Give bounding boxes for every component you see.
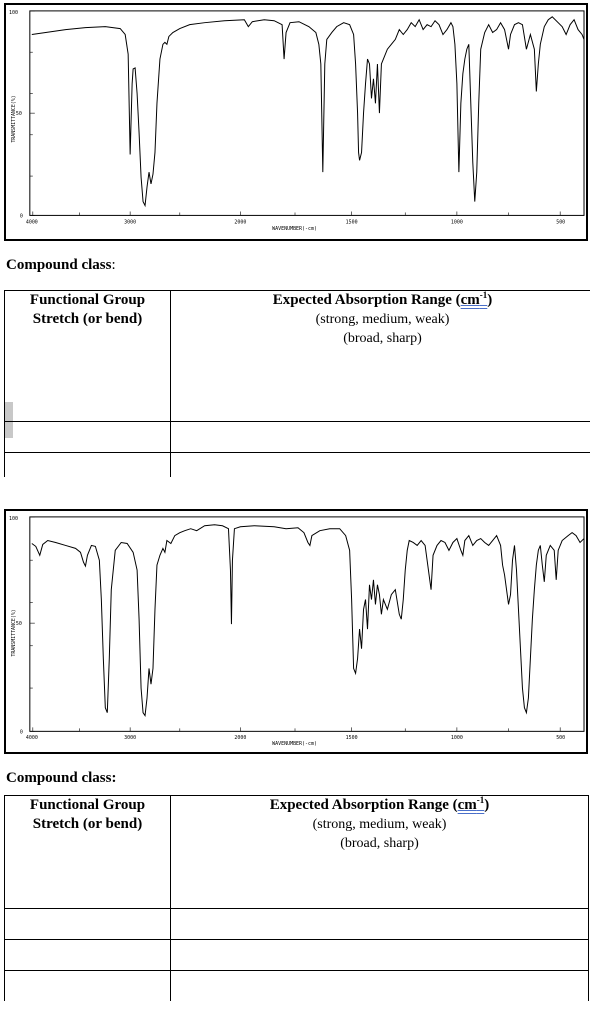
- x-tick-1500: 1500: [346, 219, 358, 225]
- header-col2-line1: Expected Absorption Range (cm-1): [171, 796, 588, 815]
- header-col1-line2: Stretch (or bend): [32, 311, 143, 327]
- cm-superscript: -1: [476, 795, 485, 805]
- header-col2-pre: Expected Absorption Range (: [272, 292, 461, 308]
- cm-text: cm: [457, 797, 477, 813]
- functional-group-table-1: Functional Group Stretch (or bend) Expec…: [4, 290, 590, 477]
- y-axis-label: TRANSMITTANCE(%): [11, 95, 17, 142]
- header-col2-line2: (strong, medium, weak): [315, 312, 450, 327]
- header-col2-line1: Expected Absorption Range (cm-1): [171, 291, 590, 310]
- header-col2-post: ): [484, 797, 490, 813]
- y-tick-50: 50: [16, 111, 22, 117]
- header-absorption-range: Expected Absorption Range (cm-1) (strong…: [170, 795, 589, 909]
- table-header-row: Functional Group Stretch (or bend) Expec…: [4, 290, 590, 422]
- table-row: [4, 421, 590, 453]
- table-cell-editable[interactable]: [4, 970, 171, 1001]
- compound-class-colon: :: [111, 257, 116, 273]
- y-tick-0: 0: [20, 729, 23, 735]
- compound-class-label-2: Compound class:: [6, 770, 117, 786]
- x-tick-2000: 2000: [234, 219, 246, 225]
- plot-frame: [29, 516, 585, 732]
- header-col2-line3: (broad, sharp): [340, 836, 419, 851]
- axis-ticks: [29, 10, 561, 216]
- axis-ticks: [29, 516, 561, 732]
- y-tick-50: 50: [16, 621, 22, 627]
- cm-unit: cm-1: [457, 795, 485, 814]
- cm-superscript: -1: [479, 290, 488, 300]
- header-absorption-range: Expected Absorption Range (cm-1) (strong…: [170, 290, 590, 422]
- x-tick-500: 500: [556, 735, 565, 741]
- y-tick-0: 0: [20, 213, 23, 219]
- y-tick-100: 100: [9, 516, 18, 522]
- x-tick-4000: 4000: [26, 219, 38, 225]
- table-cell-editable[interactable]: [4, 908, 171, 940]
- table-cell-editable[interactable]: [4, 421, 171, 453]
- table-cell-editable[interactable]: [170, 939, 589, 971]
- cm-unit: cm-1: [460, 290, 488, 309]
- x-tick-3000: 3000: [124, 219, 136, 225]
- header-col2-post: ): [487, 292, 493, 308]
- header-col1-line1: Functional Group: [29, 797, 146, 813]
- ir-spectrum-2: 100 50 0 4000 3000 2000 1500 1000 500 WA…: [4, 509, 588, 754]
- x-tick-3000: 3000: [124, 735, 136, 741]
- x-tick-1500: 1500: [346, 735, 358, 741]
- functional-group-table-2: Functional Group Stretch (or bend) Expec…: [4, 795, 589, 1001]
- header-col2-line2: (strong, medium, weak): [312, 817, 447, 832]
- x-tick-1000: 1000: [451, 735, 463, 741]
- header-functional-group: Functional Group Stretch (or bend): [4, 795, 171, 909]
- ir-spectrum-1-plot: 100 50 0 4000 3000 2000 1500 1000 500 WA…: [9, 10, 585, 232]
- cm-text: cm: [460, 292, 480, 308]
- table-cell-editable[interactable]: [170, 421, 590, 453]
- spectrum-trace: [31, 16, 585, 208]
- table-cell-editable[interactable]: [170, 452, 590, 477]
- table-row: [4, 908, 589, 940]
- header-col1-line1: Functional Group: [29, 292, 146, 308]
- table-row: [4, 970, 589, 1001]
- table-cell-editable[interactable]: [170, 970, 589, 1001]
- header-col2-pre: Expected Absorption Range (: [269, 797, 458, 813]
- table-row: [4, 939, 589, 971]
- x-axis-label: WAVENUMBER(-cm): [272, 741, 317, 747]
- table-cell-editable[interactable]: [4, 452, 171, 477]
- compound-class-label-1: Compound class:: [6, 257, 116, 274]
- ir-spectrum-2-plot: 100 50 0 4000 3000 2000 1500 1000 500 WA…: [9, 516, 585, 747]
- x-axis-label: WAVENUMBER(-cm): [272, 226, 317, 232]
- y-axis-label: TRANSMITTANCE(%): [11, 609, 17, 656]
- header-functional-group: Functional Group Stretch (or bend): [4, 290, 171, 422]
- y-tick-100: 100: [9, 10, 18, 16]
- header-col2-line3: (broad, sharp): [343, 331, 422, 346]
- table-header-row: Functional Group Stretch (or bend) Expec…: [4, 795, 589, 909]
- ir-spectrum-1: 100 50 0 4000 3000 2000 1500 1000 500 WA…: [4, 3, 588, 241]
- table-row: [4, 452, 590, 477]
- x-tick-2000: 2000: [234, 735, 246, 741]
- table-cell-editable[interactable]: [4, 939, 171, 971]
- x-tick-1000: 1000: [451, 219, 463, 225]
- header-col1-line2: Stretch (or bend): [32, 816, 143, 832]
- table-cell-editable[interactable]: [170, 908, 589, 940]
- plot-frame: [29, 10, 585, 216]
- spectrum-trace: [31, 524, 585, 718]
- x-tick-500: 500: [556, 219, 565, 225]
- compound-class-text: Compound class: [6, 257, 112, 273]
- x-tick-4000: 4000: [26, 735, 38, 741]
